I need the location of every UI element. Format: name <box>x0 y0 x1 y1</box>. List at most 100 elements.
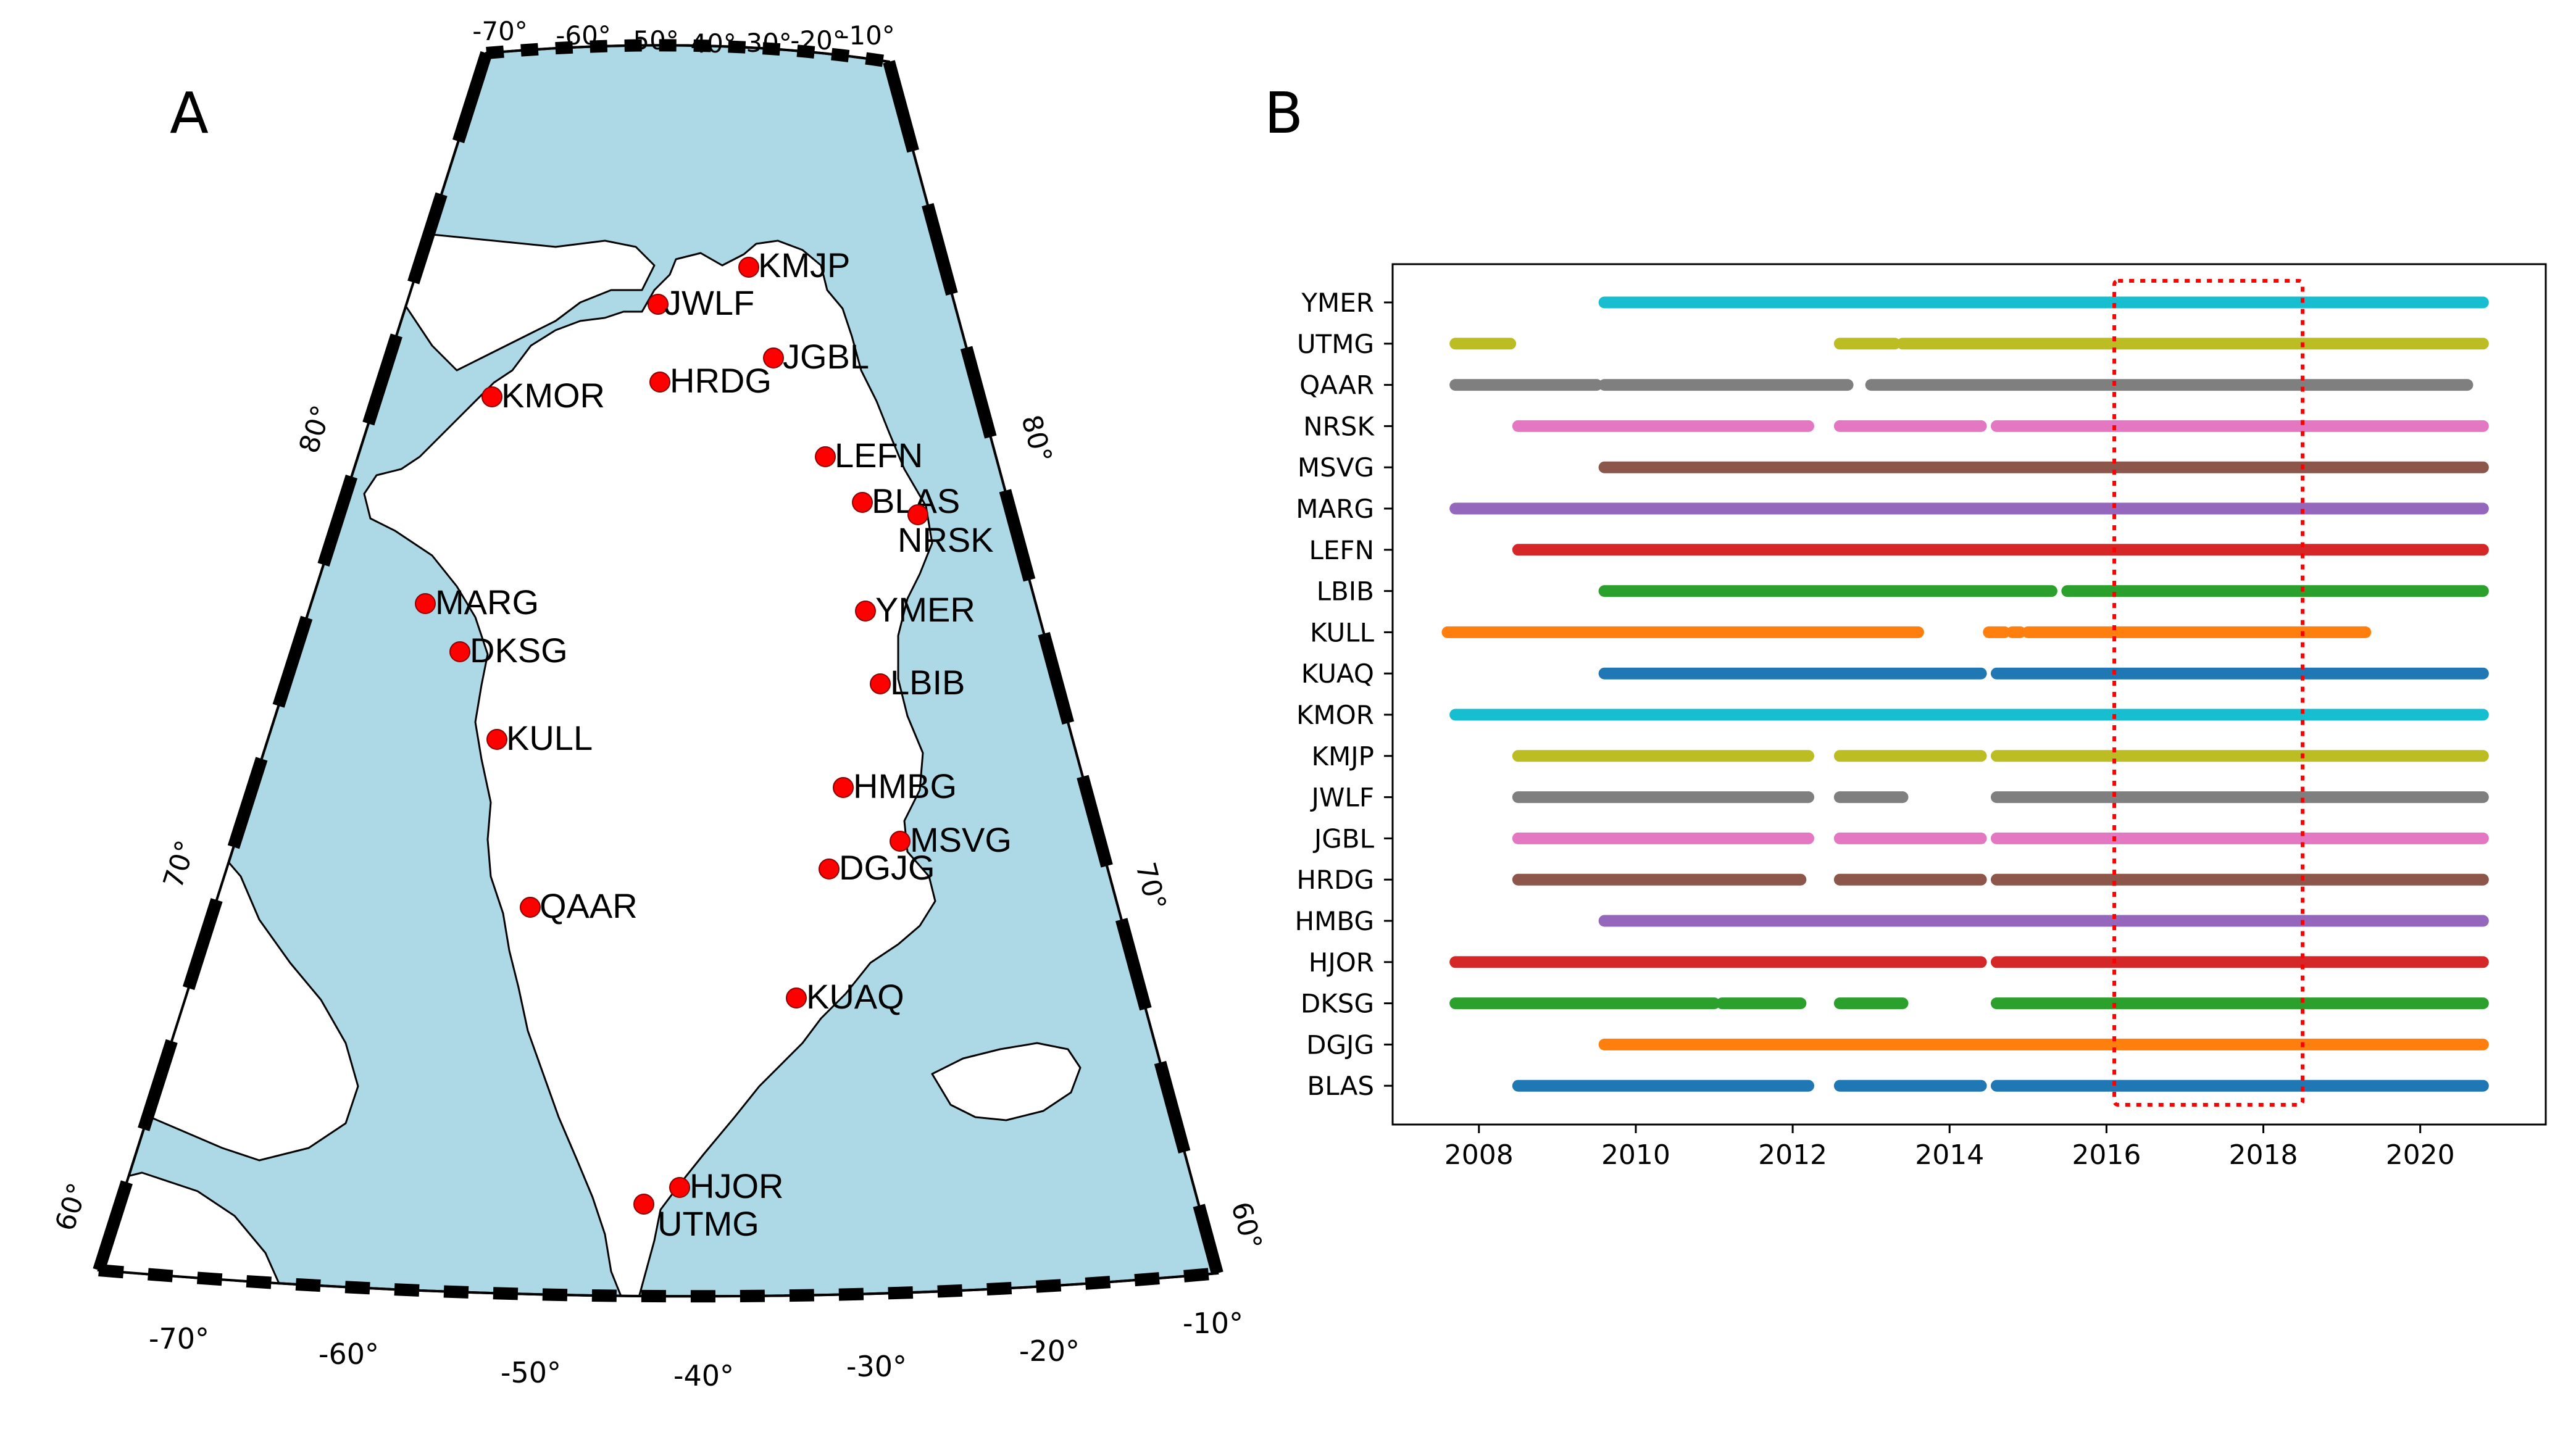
station-label: DGJG <box>839 848 935 887</box>
station-label: HRDG <box>670 361 772 400</box>
y-tick-label: LBIB <box>1317 576 1374 607</box>
station-lefn: LEFN <box>815 436 923 475</box>
top-lon-label: -70° <box>472 16 528 46</box>
y-tick-label: NRSK <box>1303 411 1375 441</box>
y-tick-label: KULL <box>1310 617 1375 647</box>
station-kuaq: KUAQ <box>786 977 904 1016</box>
left-lat-label: 60° <box>49 1179 94 1235</box>
y-tick-label: LEFN <box>1309 535 1374 565</box>
plot-area <box>1391 263 2547 1126</box>
right-lat-label: 60° <box>1225 1199 1267 1254</box>
top-lon-label: -60° <box>556 20 611 51</box>
station-timeline-chart: YMER UTMG QAAR NRSK MSVG MARG LEFN LBIB KULL KUAQ… <box>1296 263 2547 1171</box>
stations: KMJPJWLFJGBLHRDGKMORLEFNBLASNRSKMARGDKSG… <box>415 246 1012 1243</box>
y-tick-label: MSVG <box>1298 452 1374 483</box>
station-marker <box>449 641 470 662</box>
station-label: UTMG <box>657 1204 759 1243</box>
station-marker <box>669 1177 690 1198</box>
station-marg: MARG <box>415 583 539 622</box>
y-tick-label: KMJP <box>1312 741 1375 771</box>
greenland-station-map: -70° -60° -50° -40° -30°-20°-10° -70° -60°-50… <box>49 16 1268 1392</box>
station-nrsk: NRSK <box>898 504 994 559</box>
station-msvg: MSVG <box>890 820 1012 859</box>
station-marker <box>738 257 759 278</box>
right-lat-label: 80° <box>1015 412 1057 467</box>
bottom-lon-label: -60° <box>319 1337 379 1371</box>
station-lbib: LBIB <box>870 663 965 702</box>
right-lat-label: 70° <box>1129 859 1172 914</box>
y-tick-label: HMBG <box>1296 906 1374 936</box>
station-label: MSVG <box>910 820 1012 859</box>
top-lon-label: -10° <box>840 20 895 51</box>
station-marker <box>852 492 873 513</box>
station-label: KUAQ <box>806 977 904 1016</box>
bottom-lon-label: -20° <box>1019 1334 1080 1368</box>
station-marker <box>486 729 507 750</box>
station-label: JGBL <box>783 337 869 376</box>
station-label: HMBG <box>853 767 957 805</box>
bottom-longitude-labels: -70° -60° -50° -40° -30° -20° -10° <box>149 1307 1243 1392</box>
left-lat-label: 70° <box>157 837 202 892</box>
y-tick-label: QAAR <box>1299 370 1374 401</box>
y-tick-label: KUAQ <box>1301 659 1374 689</box>
station-marker <box>907 504 928 525</box>
station-marker <box>649 372 670 393</box>
top-lon-label: -40° <box>681 28 736 59</box>
iceland <box>931 1042 1082 1121</box>
bottom-lon-label: -30° <box>846 1350 907 1383</box>
y-tick-label: DKSG <box>1301 989 1374 1019</box>
station-marker <box>890 831 911 852</box>
x-tick-label: 2016 <box>2072 1139 2141 1171</box>
station-label: KMJP <box>758 246 850 285</box>
y-tick-label: HRDG <box>1296 865 1374 895</box>
x-tick-label: 2008 <box>1444 1139 1514 1171</box>
panel-b-label: B <box>1264 80 1304 146</box>
station-hmbg: HMBG <box>833 767 957 805</box>
ellesmere-island <box>369 233 656 372</box>
bottom-lon-label: -40° <box>673 1359 734 1392</box>
y-tick-label: DGJG <box>1306 1029 1374 1060</box>
station-marker <box>786 988 807 1008</box>
y-tick-label: JWLF <box>1310 783 1374 813</box>
station-marker <box>815 446 836 467</box>
station-label: JWLF <box>664 283 754 322</box>
station-label: LBIB <box>890 663 965 702</box>
station-marker <box>819 859 840 880</box>
y-tick-label: HJOR <box>1309 947 1374 978</box>
station-label: MARG <box>435 583 539 622</box>
x-tick-label: 2014 <box>1915 1139 1984 1171</box>
left-lat-label: 80° <box>293 402 338 457</box>
station-label: HJOR <box>690 1166 783 1205</box>
x-tick-label: 2010 <box>1601 1139 1670 1171</box>
station-kmor: KMOR <box>481 376 605 415</box>
station-ymer: YMER <box>855 590 975 629</box>
station-jgbl: JGBL <box>763 337 869 376</box>
x-tick-label: 2020 <box>2386 1139 2455 1171</box>
station-marker <box>415 593 436 614</box>
bottom-lon-label: -70° <box>149 1322 209 1355</box>
station-utmg: UTMG <box>633 1194 759 1243</box>
station-label: KULL <box>506 718 593 757</box>
station-qaar: QAAR <box>520 886 638 925</box>
x-tick-label: 2018 <box>2229 1139 2298 1171</box>
y-tick-label: MARG <box>1296 494 1374 524</box>
y-tick-label: KMOR <box>1296 700 1374 730</box>
top-lon-label: -30° <box>736 28 792 58</box>
bottom-lon-label: -10° <box>1183 1307 1243 1340</box>
station-marker <box>855 601 876 622</box>
station-label: KMOR <box>501 376 605 415</box>
y-tick-label: BLAS <box>1307 1071 1374 1101</box>
station-marker <box>870 673 891 694</box>
station-label: QAAR <box>540 886 638 925</box>
station-label: DKSG <box>470 631 568 670</box>
station-kull: KULL <box>486 718 593 757</box>
station-label: YMER <box>875 590 975 629</box>
station-hrdg: HRDG <box>649 361 772 400</box>
station-marker <box>481 386 502 407</box>
station-marker <box>520 897 541 918</box>
station-dksg: DKSG <box>449 631 568 670</box>
bottom-lon-label: -50° <box>501 1356 561 1389</box>
station-label: LEFN <box>835 436 923 475</box>
station-dgjg: DGJG <box>819 848 935 887</box>
